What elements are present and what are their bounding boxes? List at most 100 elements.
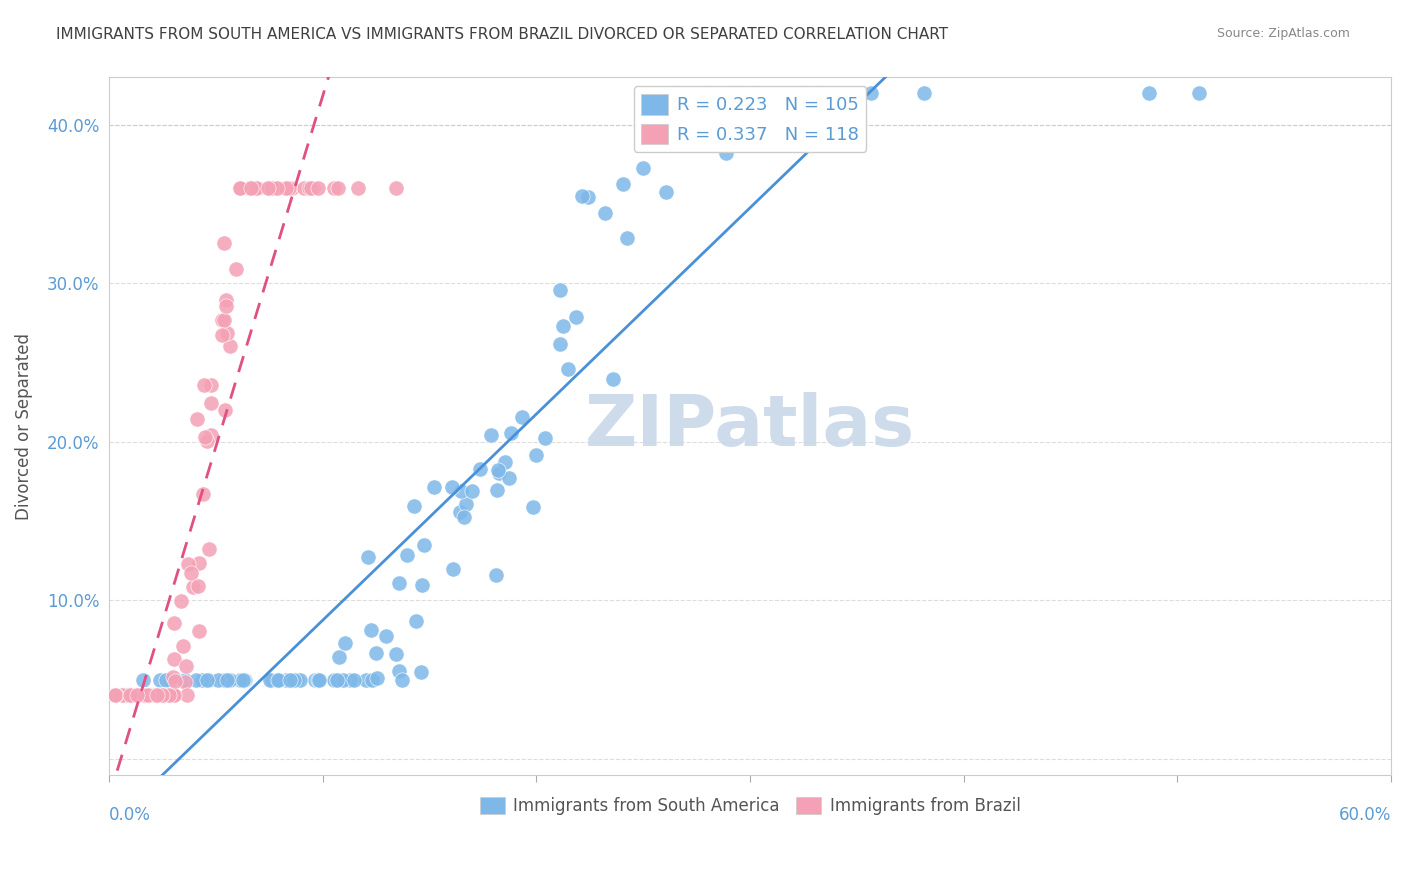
Point [132, 689, 155, 703]
Point [384, 647, 406, 661]
Point [112, 689, 135, 703]
Point [124, 689, 146, 703]
Point [218, 673, 240, 687]
Point [260, 181, 283, 195]
Point [181, 580, 204, 594]
Point [524, 448, 547, 462]
Point [396, 548, 419, 562]
Point [215, 299, 238, 313]
Point [391, 673, 413, 687]
Point [294, 181, 316, 195]
Point [191, 487, 214, 501]
Point [259, 181, 281, 195]
Point [366, 671, 388, 685]
Point [534, 431, 557, 445]
Point [134, 689, 156, 703]
Point [173, 673, 195, 687]
Point [239, 181, 262, 195]
Point [157, 689, 180, 703]
Point [229, 673, 252, 687]
Point [460, 484, 482, 499]
Point [233, 673, 256, 687]
Point [219, 339, 242, 353]
Point [128, 689, 150, 703]
Point [174, 674, 197, 689]
Point [136, 689, 159, 703]
Point [245, 181, 267, 195]
Point [145, 689, 167, 703]
Point [134, 689, 156, 703]
Point [274, 181, 297, 195]
Point [160, 689, 183, 703]
Point [441, 561, 464, 575]
Point [214, 673, 236, 687]
Point [718, 87, 741, 101]
Point [278, 673, 301, 687]
Point [1188, 87, 1211, 101]
Point [225, 261, 247, 276]
Point [548, 337, 571, 351]
Point [163, 673, 186, 688]
Point [194, 430, 217, 444]
Point [163, 651, 186, 665]
Point [200, 396, 222, 410]
Point [339, 673, 361, 687]
Point [215, 326, 238, 340]
Point [184, 673, 207, 687]
Point [145, 689, 167, 703]
Point [259, 673, 281, 687]
Text: Source: ZipAtlas.com: Source: ZipAtlas.com [1216, 27, 1350, 40]
Point [308, 673, 330, 687]
Point [266, 673, 288, 687]
Point [405, 614, 427, 628]
Point [125, 689, 148, 703]
Point [246, 181, 269, 195]
Point [304, 673, 326, 687]
Text: IMMIGRANTS FROM SOUTH AMERICA VS IMMIGRANTS FROM BRAZIL DIVORCED OR SEPARATED CO: IMMIGRANTS FROM SOUTH AMERICA VS IMMIGRA… [56, 27, 949, 42]
Point [385, 181, 408, 195]
Point [412, 538, 434, 552]
Point [150, 689, 173, 703]
Point [200, 378, 222, 392]
Point [245, 181, 267, 195]
Point [375, 629, 398, 643]
Point [132, 689, 155, 703]
Point [307, 181, 329, 195]
Legend: R = 0.223   N = 105, R = 0.337   N = 118: R = 0.223 N = 105, R = 0.337 N = 118 [634, 87, 866, 152]
Point [141, 689, 163, 703]
Point [191, 673, 214, 687]
Point [135, 689, 157, 703]
Point [211, 327, 233, 342]
Point [274, 673, 297, 687]
Point [297, 181, 319, 195]
Point [232, 673, 254, 687]
Point [794, 87, 817, 101]
Point [616, 230, 638, 244]
Point [411, 665, 433, 680]
Point [146, 689, 169, 703]
Point [174, 659, 197, 673]
Point [494, 455, 516, 469]
Point [593, 206, 616, 220]
Point [121, 689, 143, 703]
Point [288, 673, 311, 687]
Point [499, 425, 522, 440]
Point [143, 689, 166, 703]
Point [664, 87, 686, 101]
Point [211, 313, 233, 327]
Point [454, 497, 477, 511]
Point [142, 689, 165, 703]
Point [332, 673, 354, 687]
Point [479, 428, 502, 442]
Point [187, 579, 209, 593]
Point [510, 410, 533, 425]
Point [118, 689, 141, 703]
Point [239, 181, 262, 195]
Point [228, 181, 250, 195]
Point [269, 673, 291, 687]
Point [453, 510, 475, 524]
Point [450, 484, 472, 499]
Point [153, 689, 176, 703]
Point [440, 480, 463, 494]
Point [233, 673, 256, 687]
